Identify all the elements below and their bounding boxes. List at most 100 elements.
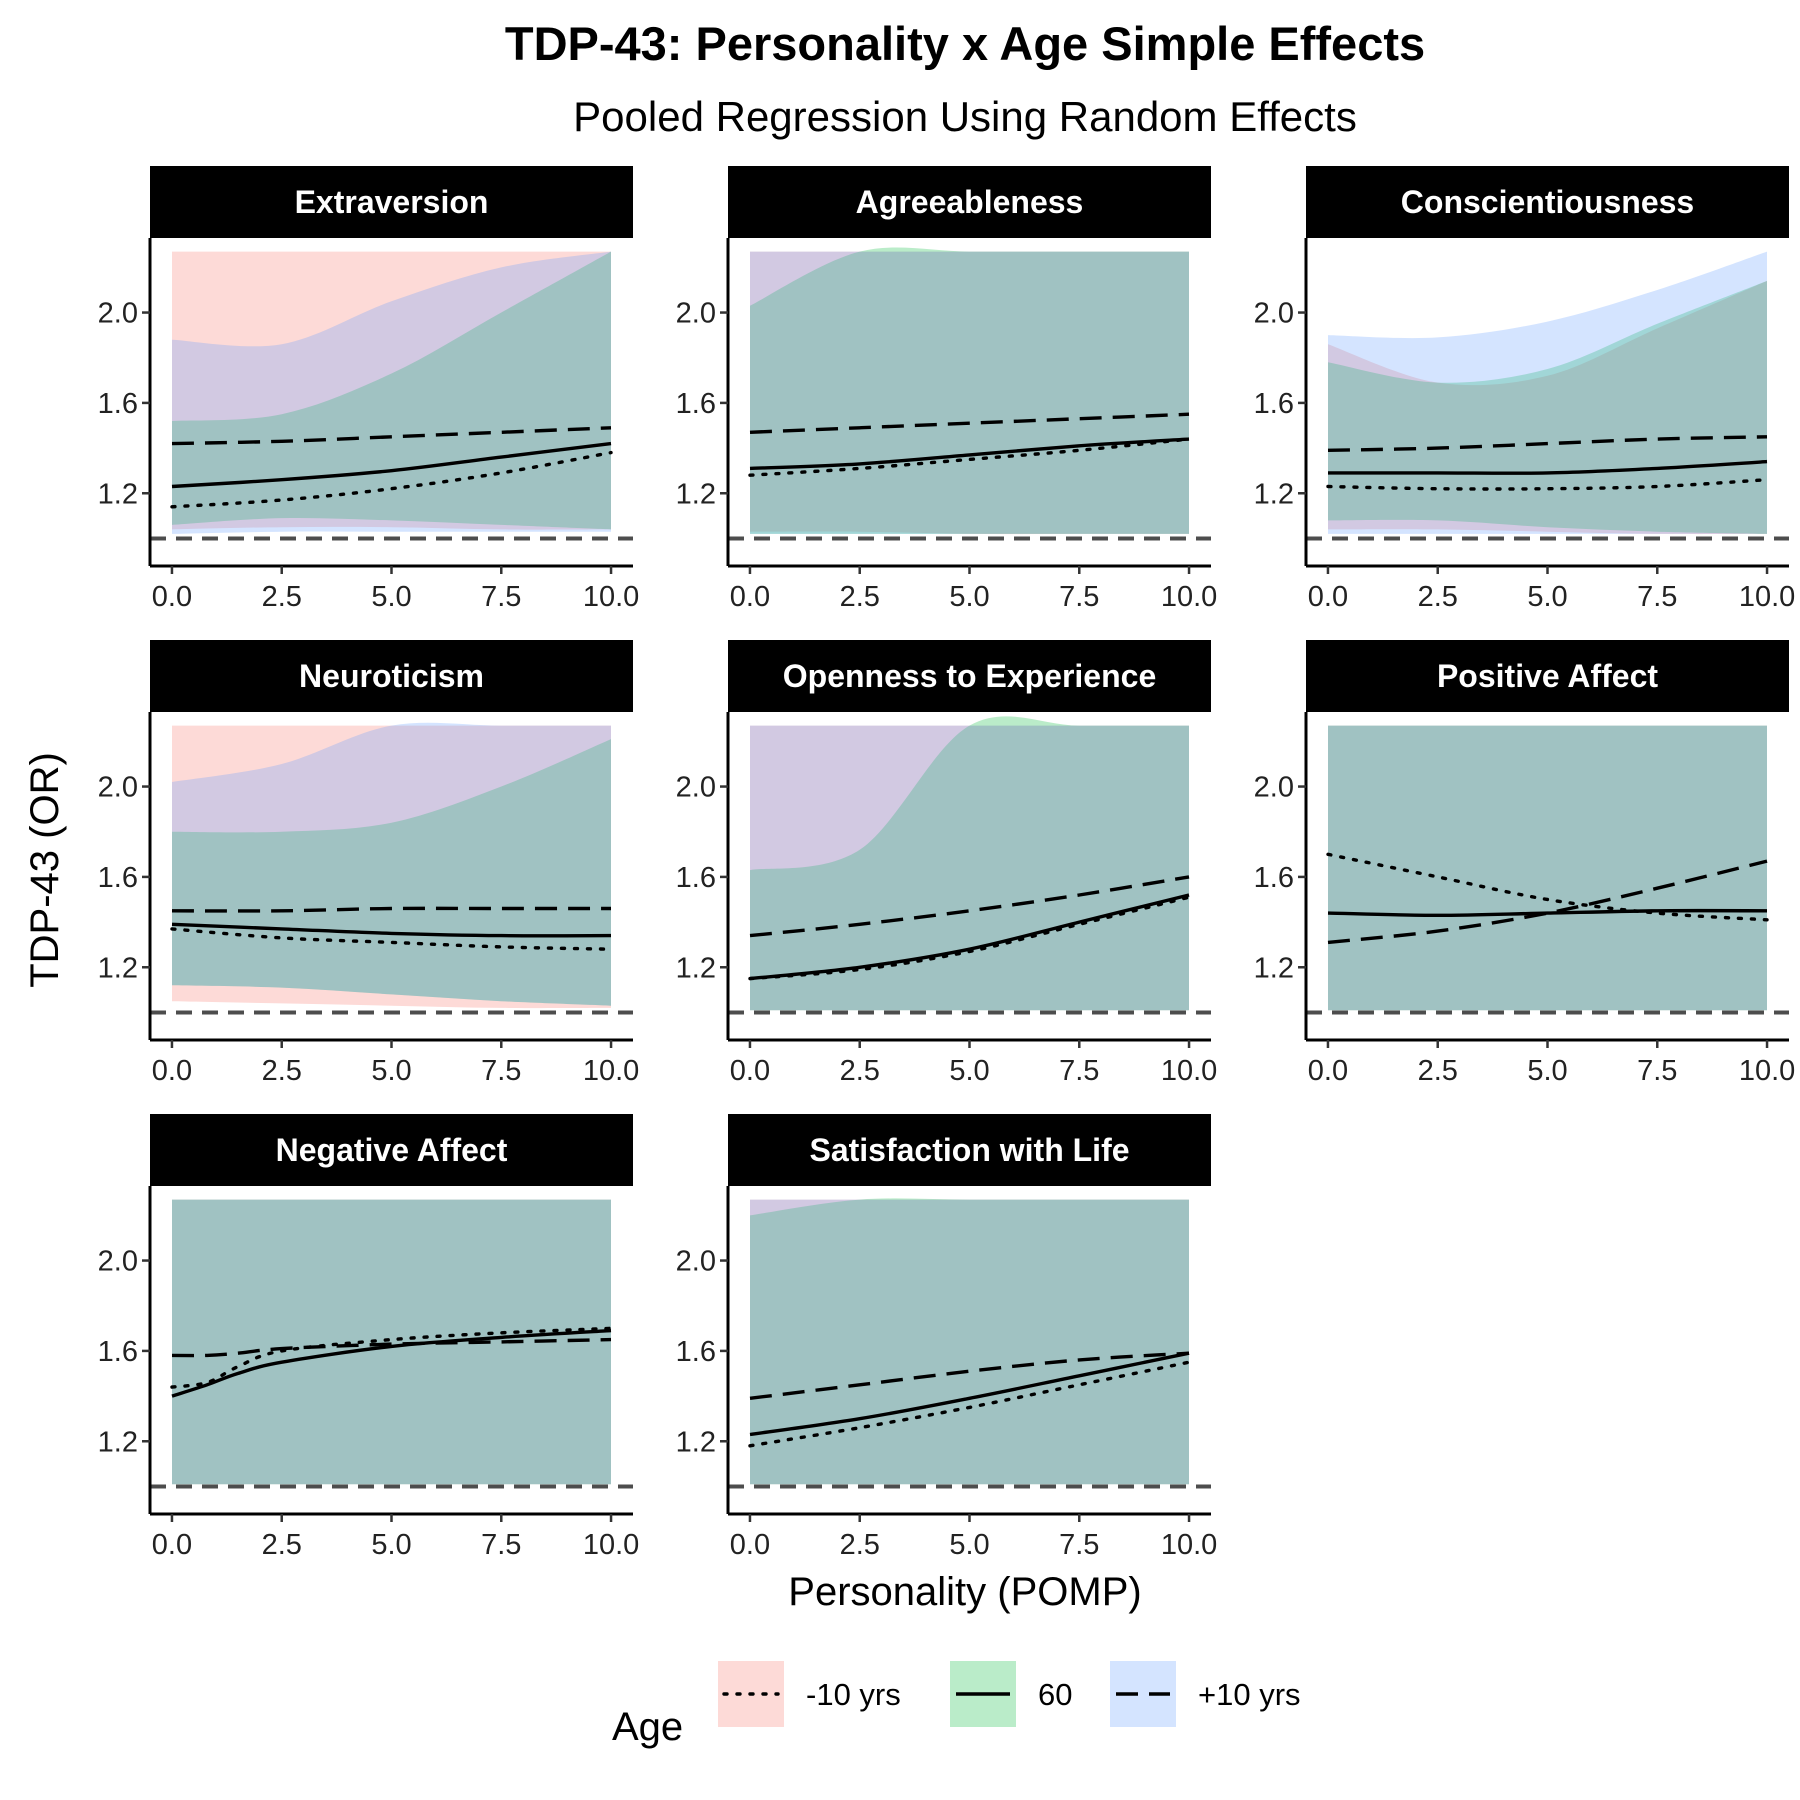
panels: Extraversion 1.2 1.6 2.0 0.0 2.5 5.0 7.5 10.0 Agr… — [98, 166, 1795, 1561]
x-tick-label: 0.0 — [730, 581, 770, 613]
panel-title: Neuroticism — [299, 658, 484, 694]
panel-strip — [1306, 640, 1789, 712]
y-tick-label: 1.6 — [676, 388, 716, 420]
legend-label: -10 yrs — [806, 1677, 901, 1712]
legend-label: 60 — [1038, 1677, 1072, 1712]
x-tick-label: 5.0 — [949, 1055, 989, 1087]
panel-title: Positive Affect — [1437, 658, 1658, 694]
x-tick-label: 10.0 — [1739, 1055, 1795, 1087]
ci-ribbon-60 — [172, 739, 611, 1006]
x-tick-label: 10.0 — [1739, 581, 1795, 613]
x-tick-label: 10.0 — [583, 1055, 639, 1087]
x-tick-label: 0.0 — [730, 1055, 770, 1087]
ci-ribbon-60 — [750, 1198, 1189, 1485]
x-tick-label: 0.0 — [730, 1529, 770, 1561]
ci-ribbon-10-yrs — [172, 1199, 611, 1485]
x-tick-label: 7.5 — [1637, 1055, 1677, 1087]
panel-title: Extraversion — [295, 184, 489, 220]
panel-strip — [1306, 166, 1789, 238]
ci-ribbon-10-yrs — [172, 251, 611, 534]
series-line-60 — [749, 437, 1190, 471]
y-tick-label: 1.2 — [676, 1426, 716, 1458]
y-tick-label: 1.2 — [676, 952, 716, 984]
y-tick-label: 1.2 — [1254, 478, 1294, 510]
y-tick-label: 2.0 — [98, 298, 138, 330]
y-tick-label: 2.0 — [98, 772, 138, 804]
x-tick-label: 5.0 — [949, 581, 989, 613]
ci-ribbon-60 — [1328, 280, 1767, 534]
series-line-10-yrs — [1327, 435, 1768, 452]
series-line-10-yrs — [170, 927, 613, 951]
y-tick-label: 1.2 — [98, 952, 138, 984]
x-tick-label: 2.5 — [262, 1055, 302, 1087]
y-axis-title: TDP-43 (OR) — [23, 752, 67, 988]
series-line-60 — [749, 893, 1190, 981]
x-tick-label: 5.0 — [1527, 581, 1567, 613]
ci-ribbon-10-yrs — [1328, 280, 1767, 535]
series-line-10-yrs — [748, 1360, 1191, 1448]
x-tick-label: 2.5 — [1418, 581, 1458, 613]
panel-title: Agreeableness — [856, 184, 1084, 220]
ci-ribbon-10-yrs — [1328, 725, 1767, 1011]
x-tick-label: 2.5 — [262, 1529, 302, 1561]
ci-ribbon-60 — [172, 1199, 611, 1485]
ci-ribbon-60 — [172, 251, 611, 530]
series-line-10-yrs — [748, 437, 1191, 477]
ci-ribbon-60 — [750, 716, 1189, 1011]
panel-strip — [150, 640, 633, 712]
series-line-60 — [171, 922, 612, 938]
ci-ribbon-60 — [1328, 725, 1767, 1011]
x-tick-label: 2.5 — [840, 1529, 880, 1561]
ci-ribbon-10-yrs — [750, 1199, 1189, 1485]
x-tick-label: 7.5 — [481, 1055, 521, 1087]
chart-title: TDP-43: Personality x Age Simple Effects — [505, 17, 1425, 70]
panel-strip — [150, 166, 633, 238]
x-tick-label: 0.0 — [1308, 581, 1348, 613]
panel-strip — [150, 1114, 633, 1186]
legend-entry-10-yrs: -10 yrs — [718, 1661, 901, 1727]
x-tick-label: 7.5 — [1059, 1055, 1099, 1087]
ci-ribbon-10-yrs — [1328, 251, 1767, 534]
panel-title: Negative Affect — [276, 1132, 508, 1168]
y-tick-label: 1.6 — [98, 862, 138, 894]
x-tick-label: 0.0 — [152, 581, 192, 613]
y-tick-label: 1.6 — [676, 862, 716, 894]
series-line-60 — [1327, 908, 1768, 918]
y-tick-label: 1.2 — [1254, 952, 1294, 984]
ci-ribbon-10-yrs — [172, 1199, 611, 1485]
y-tick-label: 1.6 — [676, 1336, 716, 1368]
legend-entry-60: 60 — [950, 1661, 1072, 1727]
y-tick-label: 1.6 — [98, 1336, 138, 1368]
legend-entry-10-yrs: +10 yrs — [1110, 1661, 1301, 1727]
x-tick-label: 10.0 — [583, 1529, 639, 1561]
x-tick-label: 5.0 — [371, 1529, 411, 1561]
x-tick-label: 10.0 — [583, 581, 639, 613]
y-tick-label: 2.0 — [98, 1246, 138, 1278]
chart-subtitle: Pooled Regression Using Random Effects — [573, 93, 1357, 140]
x-tick-label: 10.0 — [1161, 1055, 1217, 1087]
series-line-10-yrs — [749, 1351, 1190, 1400]
legend-keys: -10 yrs 60 +10 yrs — [718, 1661, 1301, 1727]
ci-ribbon-10-yrs — [750, 725, 1189, 1011]
x-tick-label: 0.0 — [152, 1529, 192, 1561]
legend-title: Age — [612, 1705, 683, 1749]
y-tick-label: 1.2 — [98, 1426, 138, 1458]
y-tick-label: 1.2 — [676, 478, 716, 510]
legend: Age -10 yrs 60 +10 yrs — [612, 1661, 1301, 1749]
series-line-10-yrs — [1327, 859, 1768, 945]
ci-ribbon-10-yrs — [1328, 725, 1767, 1011]
series-line-10-yrs — [1326, 852, 1769, 922]
ci-ribbon-10-yrs — [750, 725, 1189, 1011]
y-tick-label: 2.0 — [676, 298, 716, 330]
x-tick-label: 7.5 — [481, 581, 521, 613]
y-tick-label: 1.2 — [98, 478, 138, 510]
series-line-60 — [171, 441, 612, 489]
panel-title: Conscientiousness — [1401, 184, 1694, 220]
x-tick-label: 7.5 — [481, 1529, 521, 1561]
x-tick-label: 2.5 — [840, 581, 880, 613]
ci-ribbon-10-yrs — [172, 725, 611, 1009]
series-line-10-yrs — [748, 895, 1191, 981]
legend-label: +10 yrs — [1198, 1677, 1301, 1712]
y-tick-label: 1.6 — [98, 388, 138, 420]
